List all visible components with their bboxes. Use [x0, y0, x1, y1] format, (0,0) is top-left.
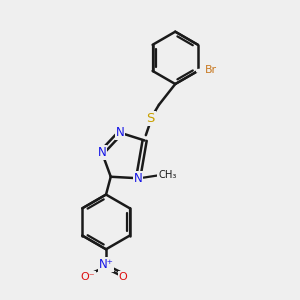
Text: O⁻: O⁻ [80, 272, 95, 282]
Text: CH₃: CH₃ [158, 170, 176, 180]
Text: N: N [134, 172, 142, 185]
Text: N: N [98, 146, 106, 159]
Text: N: N [116, 126, 125, 139]
Text: Br: Br [204, 65, 216, 75]
Text: S: S [146, 112, 155, 125]
Text: O: O [119, 272, 128, 282]
Text: N⁺: N⁺ [99, 258, 113, 271]
